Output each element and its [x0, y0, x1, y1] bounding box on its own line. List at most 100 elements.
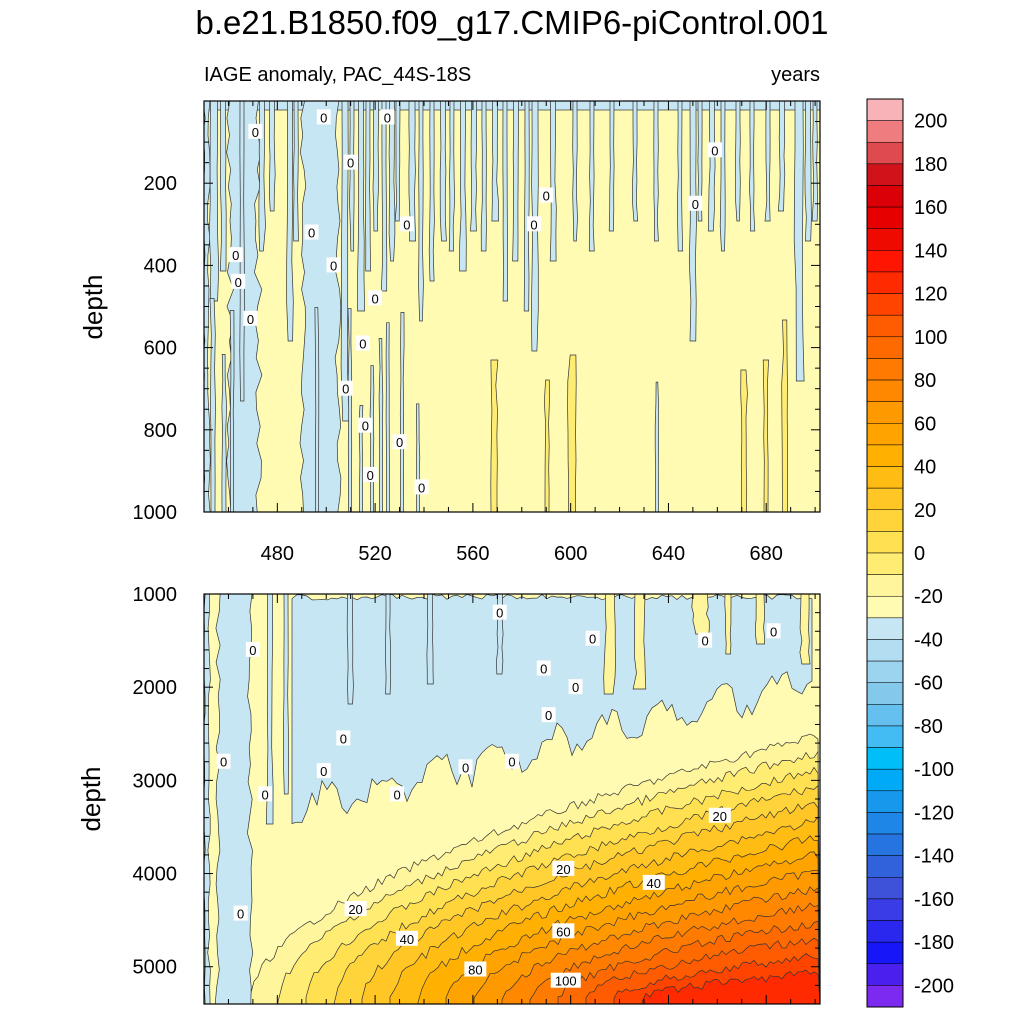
y-tick-label: 400 [144, 255, 177, 277]
upper-negative-deep-spike [209, 298, 216, 512]
colorbar-label: -80 [914, 716, 943, 738]
upper-negative-spike [349, 101, 355, 252]
colorbar-swatch [866, 271, 904, 294]
contour-label: 0 [320, 764, 327, 779]
upper-negative-spike [340, 101, 350, 422]
contour-label: 0 [692, 197, 699, 212]
upper-negative-deep-spike [314, 307, 320, 512]
contour-label: 20 [713, 809, 727, 824]
lower-negative-spike [385, 594, 391, 695]
contour-label-box [336, 730, 351, 746]
upper-negative-spike [428, 101, 435, 282]
contour-label-box [326, 257, 341, 273]
contour-label-box [458, 759, 473, 775]
upper-negative-spike [632, 101, 639, 222]
contour-label-box [642, 874, 665, 890]
x-tick-label: 560 [456, 543, 489, 565]
contour-label: 0 [330, 258, 337, 273]
colorbar-swatch [866, 401, 904, 424]
colorbar-swatch [866, 768, 904, 792]
contour-label-box [414, 479, 429, 495]
colorbar-swatch [866, 487, 904, 511]
colorbar: 200180160140120100806040200-20-40-60-80-… [866, 98, 954, 1008]
lower-positive-intrusion [754, 594, 765, 645]
upper-positive-spike [490, 359, 499, 512]
colorbar-swatch [866, 336, 904, 359]
contour-label-box [707, 142, 722, 158]
upper-negative-spike [777, 101, 786, 212]
upper-negative-spike [293, 101, 299, 242]
colorbar-label: 140 [914, 240, 947, 262]
contour-label-box [698, 632, 713, 648]
colorbar-swatch [866, 358, 904, 381]
colorbar-swatch [866, 423, 904, 446]
y-tick-label: 1000 [133, 502, 178, 524]
upper-negative-spike [380, 101, 388, 292]
contour-label: 0 [530, 217, 537, 232]
contour-label: 0 [589, 632, 596, 647]
colorbar-label: -20 [914, 586, 943, 608]
contour-label: 0 [347, 156, 354, 171]
upper-negative-spike [209, 101, 220, 302]
upper-positive-spike [567, 354, 577, 512]
contour-label: 0 [220, 755, 227, 770]
upper-negative-spike [653, 101, 659, 242]
upper-negative-deep-spike [654, 381, 659, 512]
contour-label: 0 [362, 419, 369, 434]
colorbar-swatch [866, 574, 904, 597]
colorbar-swatch [866, 531, 904, 554]
lower-positive-intrusion [691, 594, 710, 635]
colorbar-swatch [866, 855, 904, 878]
upper-negative-spike [502, 101, 508, 302]
lower-positive-intrusion [724, 594, 732, 655]
contour-label-box [399, 216, 414, 232]
contour-label: 0 [393, 787, 400, 802]
contour-label-box [243, 310, 258, 326]
contour-label-box [338, 380, 353, 396]
upper-negative-spike [286, 101, 294, 342]
x-tick-label: 680 [750, 543, 783, 565]
upper-negative-spike [749, 101, 756, 232]
colorbar-swatch [866, 617, 904, 640]
upper-negative-spike [793, 101, 805, 382]
colorbar-swatch [866, 206, 904, 229]
colorbar-label: 40 [914, 457, 936, 479]
colorbar-label: -100 [914, 759, 954, 781]
upper-negative-spike [588, 101, 595, 252]
contour-label-box [708, 807, 731, 823]
units-label: years [771, 64, 820, 86]
colorbar-label: 160 [914, 197, 947, 219]
contour-label-box [358, 417, 373, 433]
y-tick-label: 3000 [133, 770, 178, 792]
contour-label: 0 [371, 291, 378, 306]
y-tick-label: 600 [144, 338, 177, 360]
chart-subtitle: IAGE anomaly, PAC_44S-18S [204, 64, 471, 86]
contour-label-box [392, 434, 407, 450]
upper-negative-spike [268, 101, 276, 212]
contour-label-box [245, 641, 260, 657]
colorbar-label: 80 [914, 370, 936, 392]
upper-negative-deep-spike [347, 308, 353, 512]
contour-label: 0 [252, 125, 259, 140]
contour-label: 0 [572, 680, 579, 695]
upper-negative-spike [219, 101, 227, 272]
colorbar-swatch [866, 747, 904, 770]
colorbar-label: 60 [914, 413, 936, 435]
contour-label-box [304, 224, 319, 240]
contour-label: 0 [384, 110, 391, 125]
contour-label: 0 [508, 755, 515, 770]
upper-negative-spike [549, 101, 557, 262]
contour-label: 0 [249, 643, 256, 658]
contour-label: 60 [556, 924, 570, 939]
colorbar-swatch [866, 98, 904, 121]
colorbar-swatch [866, 141, 904, 165]
upper-negative-spike [394, 101, 401, 222]
contour-label-box [343, 154, 358, 170]
upper-negative-spike [719, 101, 726, 252]
lower-positive-intrusion [603, 594, 616, 695]
colorbar-swatch [866, 639, 904, 662]
contour-label: 0 [340, 731, 347, 746]
y-tick-label: 5000 [133, 957, 178, 979]
colorbar-swatch [866, 682, 904, 705]
colorbar-label: 20 [914, 500, 936, 522]
